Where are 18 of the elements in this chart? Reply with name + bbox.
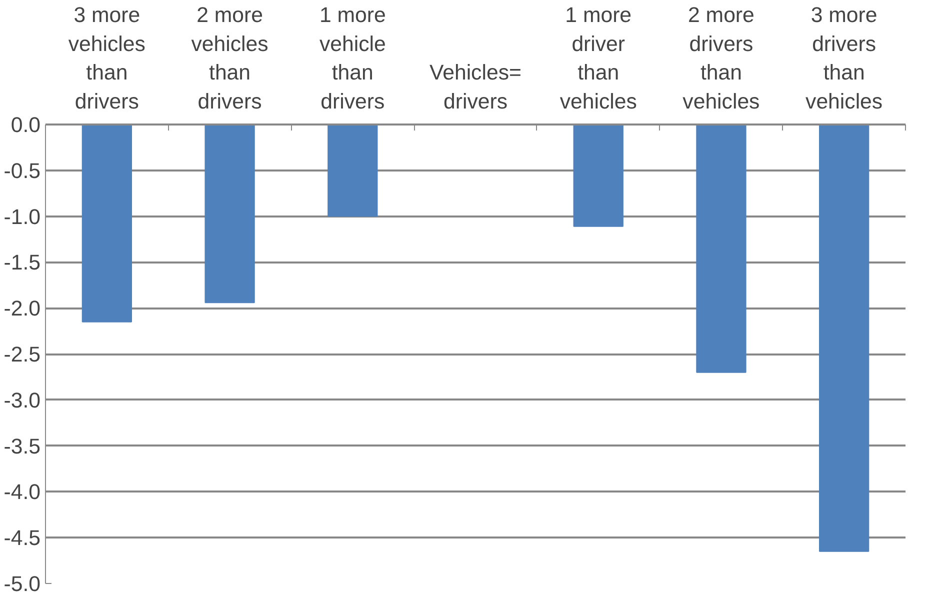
y-tick-label: -0.5 xyxy=(4,158,41,183)
x-tick-label: Vehicles= drivers xyxy=(430,60,522,114)
x-tick-label: 3 more vehicles than drivers xyxy=(68,3,146,114)
y-tick-label: -5.0 xyxy=(4,572,41,596)
x-tick-label: 2 more vehicles than drivers xyxy=(191,3,268,114)
x-tick-label: 3 more drivers than vehicles xyxy=(806,3,883,114)
x-tick-label: 1 more driver than vehicles xyxy=(560,3,637,114)
y-tick-label: -4.0 xyxy=(4,480,41,504)
y-tick-label: -1.0 xyxy=(4,204,41,229)
y-tick-label: -2.5 xyxy=(4,342,41,366)
y-tick-label: -3.5 xyxy=(4,434,41,458)
y-tick-label: -2.0 xyxy=(4,296,41,321)
y-tick-label: -3.0 xyxy=(4,388,41,412)
y-tick-label: -4.5 xyxy=(4,526,41,550)
x-tick-label: 1 more vehicle than drivers xyxy=(319,3,386,114)
x-tick-label: 2 more drivers than vehicles xyxy=(682,3,760,114)
y-tick-label: -1.5 xyxy=(4,250,41,275)
y-tick-label: 0.0 xyxy=(10,113,41,137)
